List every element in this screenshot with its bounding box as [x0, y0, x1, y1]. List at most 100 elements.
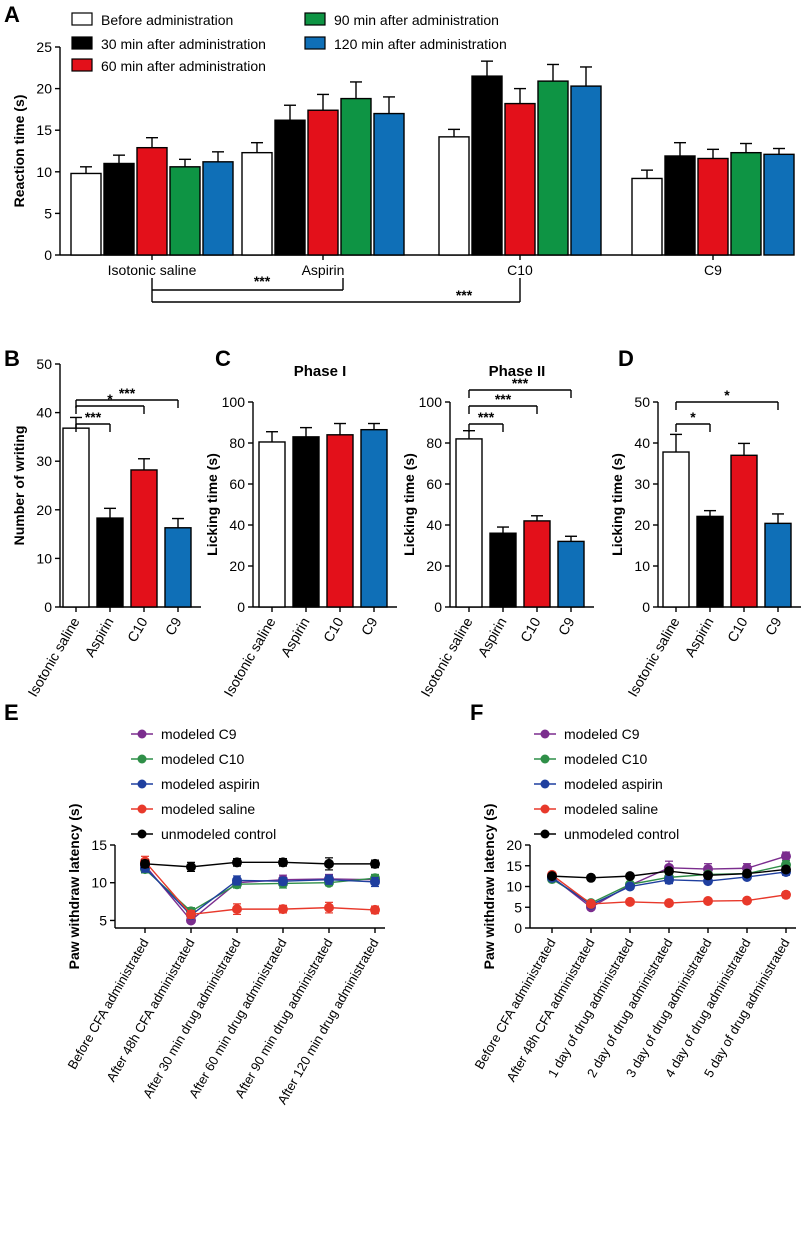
data-point [586, 872, 596, 883]
data-point [586, 898, 596, 909]
bar [504, 102, 536, 256]
panel-label-d: D [618, 346, 634, 371]
bar [340, 97, 372, 256]
legend-marker [137, 804, 147, 814]
bar [241, 151, 273, 256]
sig-label: *** [85, 409, 102, 425]
legend-swatch [71, 12, 93, 26]
bar [438, 136, 470, 256]
legend-marker [540, 804, 550, 814]
legend-label: modeled C10 [161, 751, 244, 767]
y-tick-label: 10 [36, 164, 52, 180]
bar [326, 434, 354, 608]
sig-label: * [690, 409, 696, 425]
y-axis-label: Number of writing [11, 426, 27, 546]
legend-marker [540, 779, 550, 789]
y-tick-label: 0 [237, 599, 245, 615]
data-point [547, 871, 557, 882]
legend-label: Before administration [101, 12, 233, 28]
panel-label-e: E [4, 700, 19, 725]
y-tick-label: 60 [229, 476, 245, 492]
y-tick-label: 20 [426, 558, 442, 574]
charts-layer: 0 5 10 15 20 25 Reaction time (s) Isotonic sali… [11, 12, 801, 1107]
y-axis-label: Licking time (s) [204, 453, 220, 556]
bar [360, 428, 388, 608]
legend-label: modeled C10 [564, 751, 647, 767]
y-axis-label: Paw withdraw latency (s) [481, 804, 497, 970]
x-tick-label: After 48h CFA administrated [103, 936, 197, 1084]
legend-marker [137, 829, 147, 839]
bar [662, 451, 690, 608]
y-axis-label: Reaction time (s) [11, 95, 27, 208]
y-tick-label: 40 [229, 517, 245, 533]
data-point [232, 875, 242, 886]
legend-label: modeled aspirin [564, 776, 663, 792]
bar [537, 80, 569, 256]
bar [96, 517, 124, 608]
bar [730, 454, 758, 608]
panel-label-f: F [470, 700, 483, 725]
bar [696, 515, 724, 608]
panel-title: Phase I [294, 363, 347, 380]
sig-label: * [107, 391, 113, 407]
bar [164, 527, 192, 608]
x-tick-label: C10 [517, 614, 544, 644]
data-point [742, 868, 752, 879]
legend-label: 120 min after administration [334, 36, 507, 52]
y-tick-label: 20 [36, 502, 52, 518]
data-point [664, 898, 674, 909]
y-tick-label: 25 [36, 39, 52, 55]
y-tick-label: 60 [426, 476, 442, 492]
data-point [140, 858, 150, 869]
bar [258, 441, 286, 608]
x-tick-label: Isotonic saline [220, 614, 278, 699]
data-point [781, 851, 791, 862]
x-tick-label: Isotonic saline [417, 614, 475, 699]
legend-label: modeled C9 [161, 726, 237, 742]
bar [697, 157, 729, 256]
x-tick-label: Aspirin [681, 615, 716, 660]
y-tick-label: 0 [44, 247, 52, 263]
panel-label-b: B [4, 346, 20, 371]
data-point [664, 874, 674, 885]
y-tick-label: 100 [419, 394, 443, 410]
y-tick-label: 10 [91, 875, 107, 891]
legend-swatch [71, 58, 93, 72]
legend-label: unmodeled control [564, 826, 679, 842]
y-tick-label: 0 [434, 599, 442, 615]
sig-label: *** [254, 273, 271, 289]
x-tick-label: C9 [555, 614, 578, 638]
y-tick-label: 30 [36, 453, 52, 469]
data-point [278, 876, 288, 887]
legend-label: modeled saline [161, 801, 255, 817]
bar [730, 151, 762, 256]
legend-label: modeled aspirin [161, 776, 260, 792]
data-point [625, 881, 635, 892]
x-tick-label: C9 [358, 614, 381, 638]
bar [274, 119, 306, 256]
data-point [742, 895, 752, 906]
legend-marker [137, 779, 147, 789]
y-tick-label: 40 [426, 517, 442, 533]
y-tick-label: 10 [36, 550, 52, 566]
x-tick-label: Aspirin [474, 615, 509, 660]
legend-swatch [71, 36, 93, 50]
y-tick-label: 5 [99, 912, 107, 928]
bar [62, 427, 90, 608]
data-point [703, 896, 713, 907]
data-point [370, 904, 380, 915]
y-tick-label: 20 [229, 558, 245, 574]
y-tick-label: 10 [634, 558, 650, 574]
legend-marker [137, 729, 147, 739]
data-point [625, 896, 635, 907]
panel-label-a: A [4, 2, 20, 27]
x-tick-label: C10 [724, 614, 751, 644]
y-tick-label: 50 [634, 394, 650, 410]
legend-marker [540, 829, 550, 839]
legend-label: modeled saline [564, 801, 658, 817]
bar [292, 436, 320, 608]
bar [130, 469, 158, 608]
x-tick-label: Isotonic saline [624, 614, 682, 699]
x-tick-label: Aspirin [81, 615, 116, 660]
